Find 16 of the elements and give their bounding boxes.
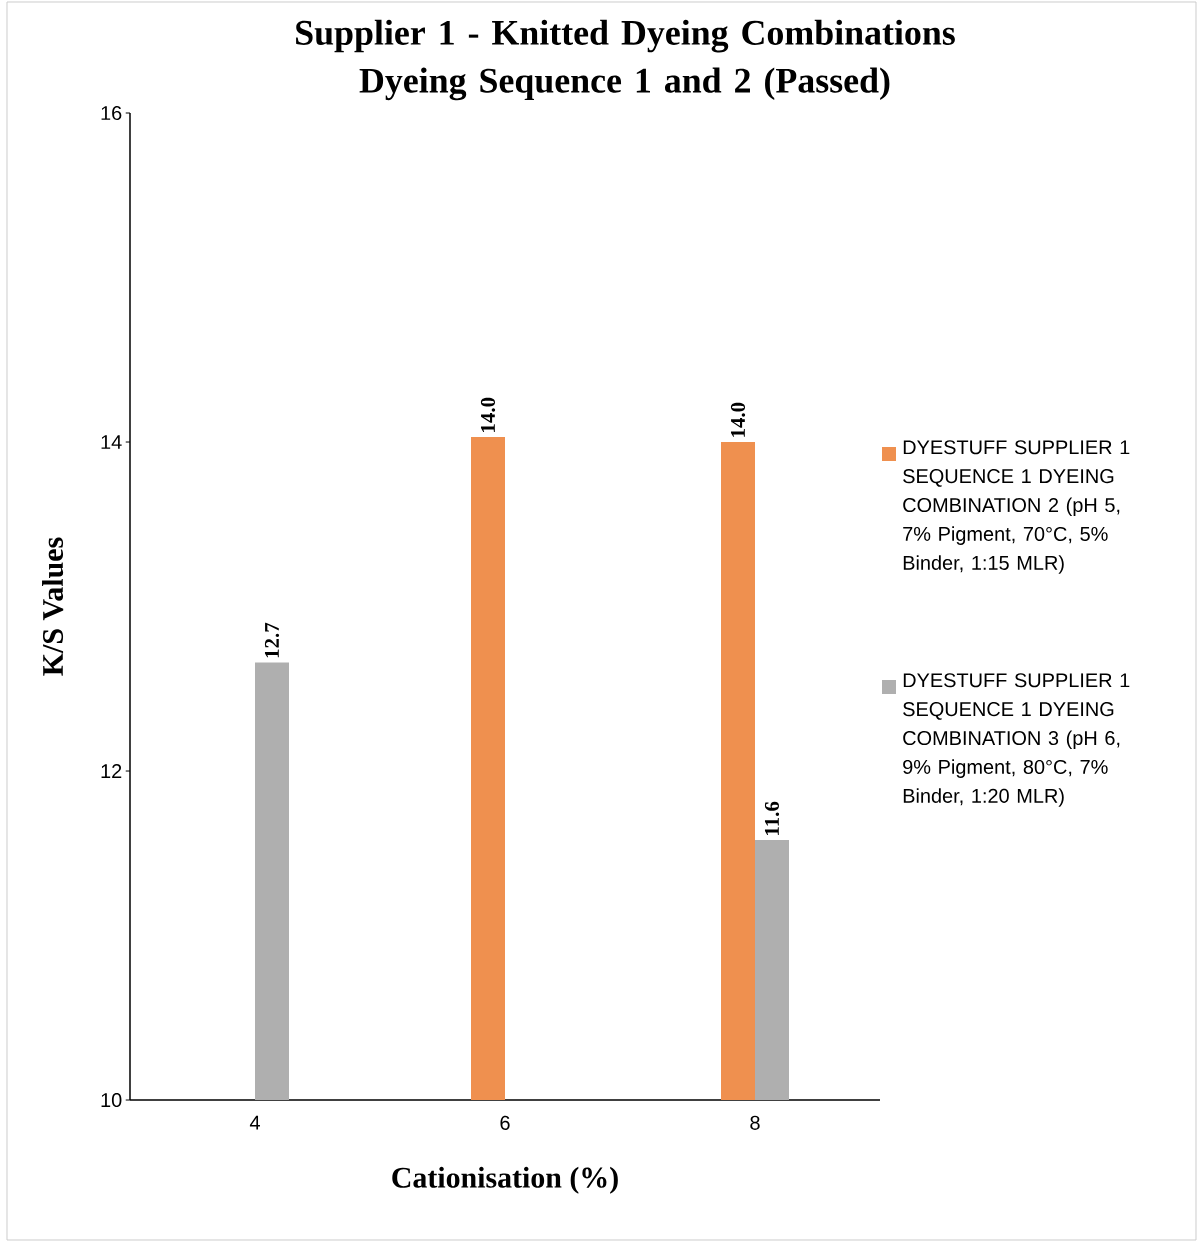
chart-title: Supplier 1 - Knitted Dyeing Combinations Dyeing Sequence 1 and 2 (Passed) <box>296 19 955 101</box>
y-tick-label: 10 <box>101 1092 122 1108</box>
data-label: 14.0 <box>480 397 496 432</box>
data-label: 12.7 <box>264 622 280 658</box>
x-tick-label: 4 <box>249 1115 260 1130</box>
x-tick-label: 6 <box>500 1115 510 1130</box>
y-axis-title: K/S Values <box>42 537 64 676</box>
data-label: 14.0 <box>730 402 746 437</box>
y-tick-label: 14 <box>101 435 122 449</box>
data-label: 11.6 <box>764 801 780 835</box>
y-tick-label: 12 <box>101 764 122 778</box>
x-axis-title: Cationisation (%) <box>392 1166 618 1194</box>
y-tick-label: 16 <box>101 105 122 121</box>
x-tick-label: 8 <box>750 1115 760 1130</box>
legend-label: DYESTUFF SUPPLIER 1 SEQUENCE 1 DYEING COMBINATION 2 (pH 5, 7% Pigment, 70°C, 5% Binder, 1:15 MLR) <box>903 440 1130 574</box>
legend-label: DYESTUFF SUPPLIER 1 SEQUENCE 1 DYEING COMBINATION 3 (pH 6, 9% Pigment, 80°C, 7% Binder, 1:20 MLR) <box>903 673 1130 807</box>
